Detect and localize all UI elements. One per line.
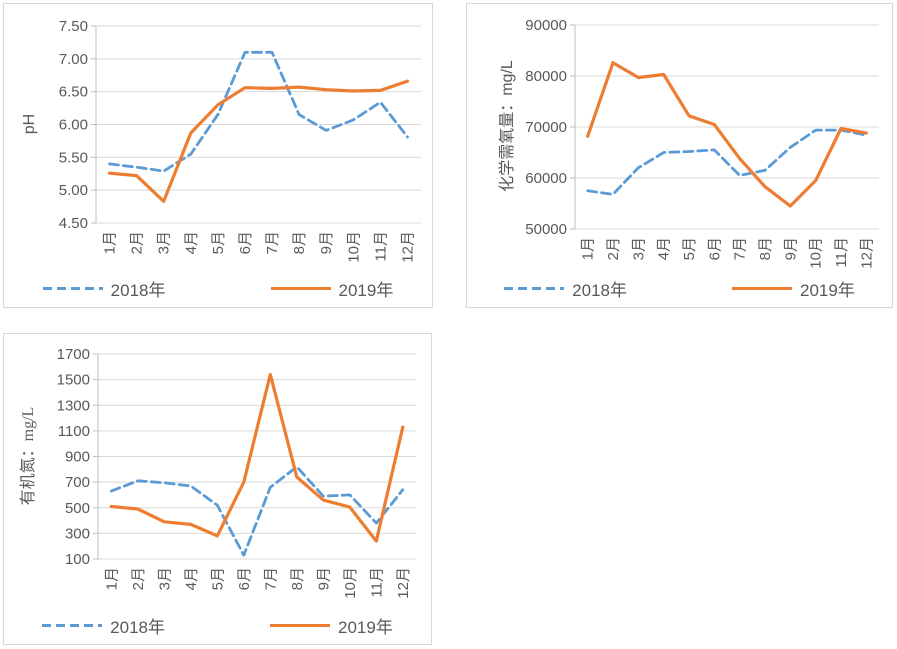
svg-text:90000: 90000: [525, 17, 567, 34]
svg-text:9月: 9月: [318, 231, 335, 254]
svg-text:1500: 1500: [57, 372, 90, 389]
legend-dashed-line-icon: [42, 287, 103, 290]
svg-text:1月: 1月: [580, 237, 597, 260]
svg-text:6月: 6月: [236, 567, 253, 590]
legend-dashed-line-icon: [42, 624, 103, 627]
legend-item-2018: 2018年: [42, 276, 166, 301]
legend-solid-line-icon: [270, 624, 330, 627]
legend-label-2018: 2018年: [572, 281, 627, 300]
svg-text:900: 900: [65, 449, 90, 466]
svg-text:1700: 1700: [57, 346, 90, 363]
legend-label-2018: 2018年: [110, 281, 166, 300]
svg-text:11月: 11月: [833, 237, 850, 268]
svg-text:1100: 1100: [58, 423, 90, 440]
svg-text:7.00: 7.00: [59, 51, 88, 68]
svg-text:12月: 12月: [395, 567, 412, 599]
svg-text:80000: 80000: [525, 68, 567, 85]
svg-text:9月: 9月: [782, 237, 799, 260]
svg-text:6月: 6月: [706, 237, 723, 260]
legend-item-2018: 2018年: [42, 613, 165, 638]
svg-text:5.00: 5.00: [59, 182, 88, 199]
svg-text:5月: 5月: [209, 567, 226, 590]
svg-text:10月: 10月: [808, 237, 825, 269]
legend-solid-line-icon: [732, 287, 792, 290]
svg-text:10月: 10月: [345, 231, 362, 263]
chart-legend: 2018年 2019年: [4, 276, 432, 301]
chart-panel-organic-nitrogen: 有机氮：mg/L 1700 1500 1300 1100 900 700 500 300 100…: [3, 333, 432, 645]
svg-text:8月: 8月: [289, 567, 306, 590]
svg-text:8月: 8月: [291, 231, 308, 254]
legend-label-2019: 2019年: [338, 281, 394, 300]
svg-text:7月: 7月: [264, 231, 281, 254]
legend-solid-line-icon: [270, 287, 331, 290]
svg-text:3月: 3月: [630, 237, 647, 260]
svg-text:70000: 70000: [525, 119, 567, 136]
svg-text:1月: 1月: [102, 231, 119, 254]
svg-text:7月: 7月: [262, 567, 279, 590]
chart-panel-cod: 化学需氧量：mg/L 90000 80000 70000 60000 50000 1月 2月…: [466, 3, 893, 308]
legend-label-2019: 2019年: [800, 281, 855, 300]
svg-text:7.50: 7.50: [59, 18, 88, 35]
svg-text:100: 100: [65, 551, 90, 568]
legend-label-2018: 2018年: [110, 618, 165, 637]
svg-text:60000: 60000: [525, 170, 567, 187]
svg-text:7月: 7月: [732, 237, 749, 260]
svg-text:10月: 10月: [342, 567, 359, 599]
svg-text:2月: 2月: [605, 237, 622, 260]
svg-text:300: 300: [65, 525, 90, 542]
svg-text:9月: 9月: [315, 567, 332, 590]
svg-text:4.50: 4.50: [59, 215, 88, 232]
organic-nitrogen-line-chart: 1700 1500 1300 1100 900 700 500 300 100 1月 2月 3月 4月 5…: [57, 346, 416, 599]
svg-text:11月: 11月: [372, 231, 389, 262]
chart-panel-ph: pH 7.50 7.00 6.50 6.00 5.50 5.00 4.50 1月 2月 3月 4月 5…: [3, 3, 433, 308]
svg-text:3月: 3月: [156, 567, 173, 590]
cod-line-chart: 90000 80000 70000 60000 50000 1月 2月 3月 4月 5月 6月 7月 8…: [525, 17, 879, 269]
svg-text:3月: 3月: [156, 231, 173, 254]
svg-text:12月: 12月: [399, 231, 416, 263]
svg-text:5月: 5月: [681, 237, 698, 260]
legend-item-2019: 2019年: [732, 276, 855, 301]
svg-text:4月: 4月: [183, 231, 200, 254]
svg-text:700: 700: [65, 474, 90, 491]
svg-text:5月: 5月: [210, 231, 227, 254]
legend-item-2019: 2019年: [270, 613, 393, 638]
svg-text:5.50: 5.50: [59, 149, 88, 166]
ph-line-chart: 7.50 7.00 6.50 6.00 5.50 5.00 4.50 1月 2月 3月 4月 5月 6月…: [59, 18, 421, 263]
legend-label-2019: 2019年: [338, 618, 393, 637]
svg-text:2月: 2月: [130, 567, 147, 590]
svg-text:6.50: 6.50: [59, 84, 88, 101]
svg-text:1300: 1300: [57, 397, 90, 414]
svg-text:4月: 4月: [656, 237, 673, 260]
svg-text:500: 500: [65, 500, 90, 517]
svg-text:4月: 4月: [183, 567, 200, 590]
svg-text:50000: 50000: [525, 221, 567, 238]
legend-item-2019: 2019年: [270, 276, 394, 301]
chart-legend: 2018年 2019年: [467, 276, 892, 301]
svg-text:12月: 12月: [858, 237, 875, 269]
svg-text:2月: 2月: [129, 231, 146, 254]
svg-text:1月: 1月: [103, 567, 120, 590]
svg-text:8月: 8月: [757, 237, 774, 260]
chart-legend: 2018年 2019年: [4, 613, 431, 638]
svg-text:6月: 6月: [237, 231, 254, 254]
legend-item-2018: 2018年: [504, 276, 627, 301]
legend-dashed-line-icon: [504, 287, 565, 290]
svg-text:11月: 11月: [368, 567, 385, 598]
svg-text:6.00: 6.00: [59, 117, 88, 134]
